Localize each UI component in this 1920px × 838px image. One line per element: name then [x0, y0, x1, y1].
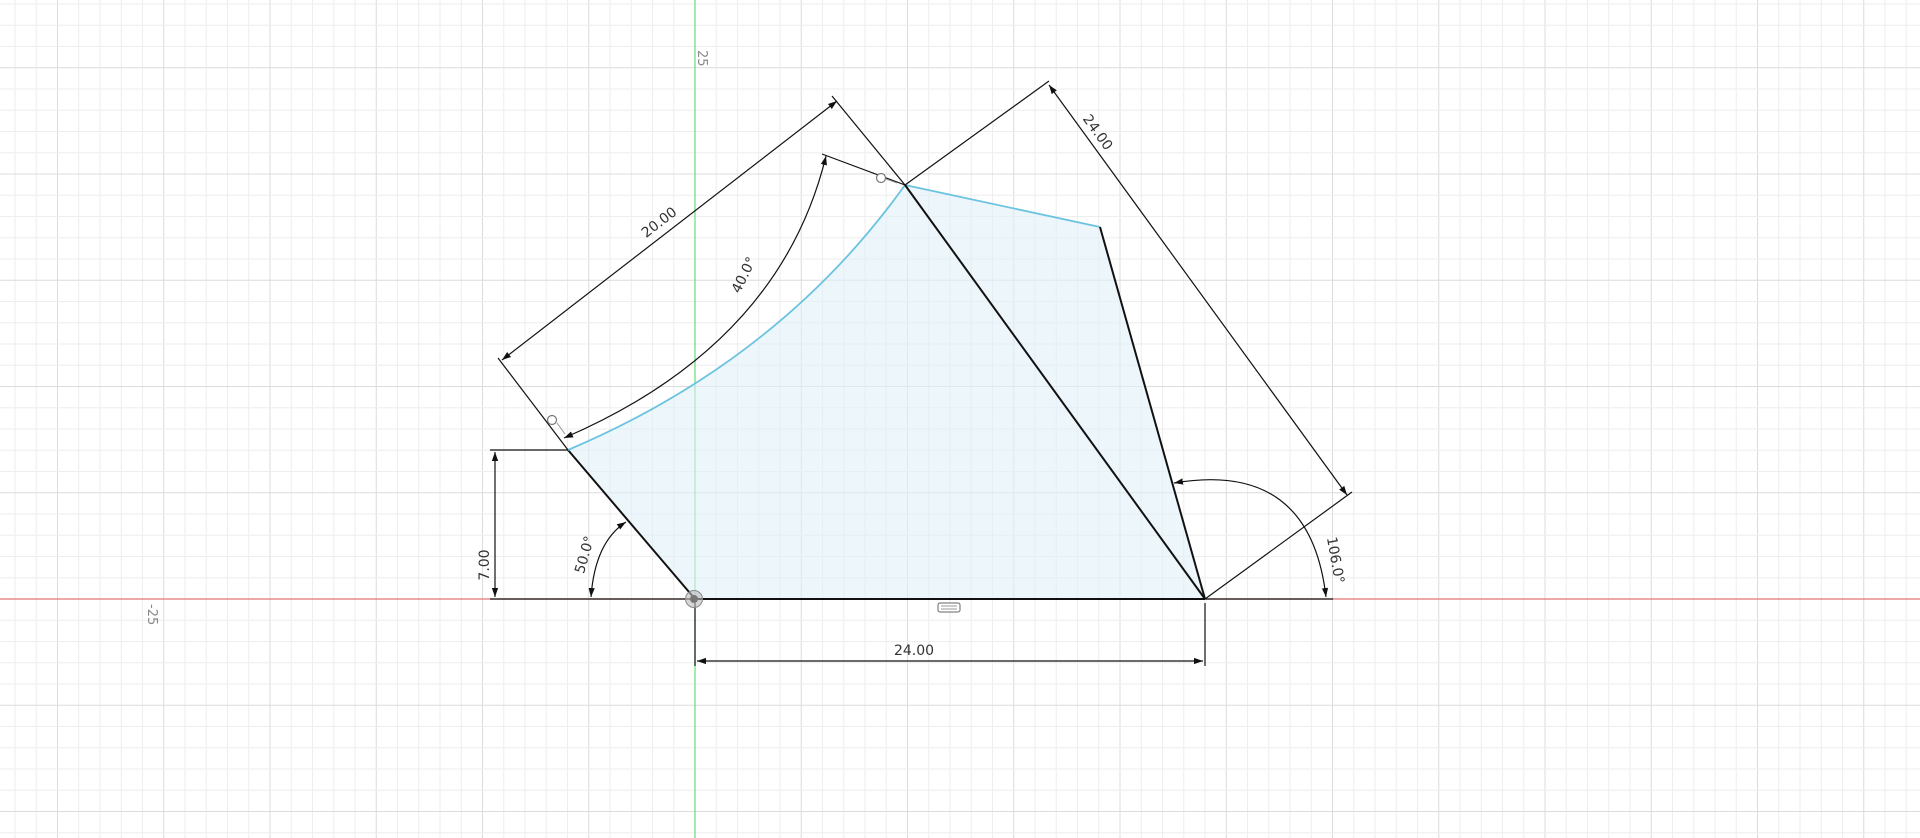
y-axis-value-label: 25	[694, 50, 709, 67]
coincident-constraint-icon[interactable]	[546, 414, 566, 435]
dimension-arc-angle-50[interactable]	[588, 521, 627, 598]
sketch-text-icon[interactable]	[937, 602, 961, 613]
dimension-text-left-angle[interactable]: 50.0°	[572, 534, 598, 575]
sketch-dimensions	[490, 80, 1353, 666]
coincident-constraint-icon[interactable]	[875, 172, 898, 184]
dimension-arc-angle-40[interactable]	[563, 155, 827, 439]
extension-line	[904, 80, 1050, 186]
dimension-line-top-right[interactable]	[1048, 84, 1348, 496]
x-axis-value-label: -25	[144, 604, 159, 625]
dimension-arc-angle-106[interactable]	[1173, 478, 1329, 598]
sketch-line-left-lower[interactable]	[567, 449, 696, 600]
extension-line	[497, 357, 569, 451]
sketch-profile-fill[interactable]	[568, 185, 1205, 599]
extension-line	[831, 95, 906, 186]
extension-line	[821, 153, 906, 186]
dimension-text-left-height[interactable]: 7.00	[477, 549, 493, 580]
dimension-text-top-right[interactable]: 24.00	[1079, 112, 1115, 154]
origin-point-icon[interactable]	[685, 590, 703, 608]
dimension-text-arc-angle[interactable]: 40.0°	[729, 255, 760, 296]
dimension-text-bottom[interactable]: 24.00	[894, 643, 934, 659]
